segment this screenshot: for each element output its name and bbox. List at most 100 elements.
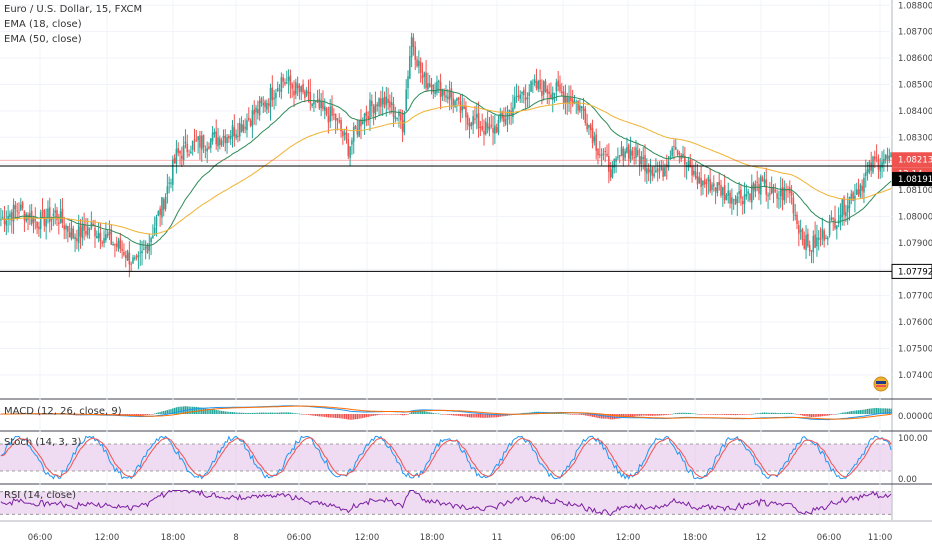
candle xyxy=(808,245,811,252)
candle xyxy=(702,180,704,186)
macd-histogram-bar xyxy=(863,409,865,414)
price-tick-label: 1.07900 xyxy=(898,239,932,249)
macd-histogram-bar xyxy=(322,414,324,417)
candle xyxy=(816,237,818,247)
macd-histogram-bar xyxy=(146,414,149,415)
macd-histogram-bar xyxy=(436,413,438,415)
macd-histogram-bar xyxy=(401,414,404,416)
candle xyxy=(732,199,735,201)
macd-histogram-bar xyxy=(334,414,337,418)
macd-histogram-bar xyxy=(363,414,366,418)
candle xyxy=(34,219,37,221)
candle xyxy=(95,236,98,239)
candle xyxy=(27,214,29,221)
macd-histogram-bar xyxy=(345,414,348,420)
candle xyxy=(266,102,268,110)
macd-histogram-bar xyxy=(635,414,637,416)
candle xyxy=(868,161,871,172)
candle xyxy=(452,98,455,106)
candle xyxy=(580,106,583,109)
candle xyxy=(354,125,357,130)
macd-histogram-bar xyxy=(148,414,150,415)
candle xyxy=(750,184,753,203)
candle xyxy=(573,101,576,104)
candle xyxy=(517,95,520,98)
macd-label: MACD (12, 26, close, 9) xyxy=(4,406,122,417)
candle xyxy=(785,190,787,192)
candle xyxy=(584,109,587,124)
candle xyxy=(588,124,590,128)
candle xyxy=(830,217,833,221)
ema18-legend: EMA (18, close) xyxy=(4,19,82,30)
candle xyxy=(445,95,447,98)
candle xyxy=(233,127,236,137)
candle xyxy=(65,225,67,230)
candle xyxy=(365,111,368,116)
macd-histogram-bar xyxy=(157,412,160,414)
candle xyxy=(720,184,722,196)
macd-histogram-bar xyxy=(315,414,317,416)
candle xyxy=(356,128,359,135)
macd-histogram-bar xyxy=(327,414,330,418)
candle xyxy=(219,138,221,146)
candle xyxy=(544,81,547,92)
time-tick-label: 11 xyxy=(492,533,503,543)
current-price-badge xyxy=(892,152,932,168)
macd-histogram-bar xyxy=(765,412,767,414)
candle xyxy=(475,114,478,118)
macd-histogram-bar xyxy=(615,414,617,419)
macd-histogram-bar xyxy=(336,414,339,419)
macd-histogram-bar xyxy=(280,412,283,414)
macd-histogram-bar xyxy=(767,412,769,414)
candle xyxy=(23,210,26,221)
macd-histogram-bar xyxy=(298,413,301,415)
candle xyxy=(519,94,521,99)
price-tick-label: 1.07500 xyxy=(898,344,932,354)
macd-histogram-bar xyxy=(410,412,413,414)
macd-histogram-bar xyxy=(866,408,869,414)
candle xyxy=(504,119,507,125)
candle xyxy=(832,217,834,219)
candle xyxy=(508,109,511,113)
macd-histogram-bar xyxy=(573,414,576,415)
macd-histogram-bar xyxy=(414,410,416,414)
candle xyxy=(647,167,650,172)
candle xyxy=(743,194,746,205)
candle xyxy=(316,100,319,103)
candle xyxy=(559,84,561,91)
macd-histogram-bar xyxy=(302,414,304,415)
candle xyxy=(181,155,183,159)
macd-histogram-bar xyxy=(430,412,433,414)
macd-histogram-bar xyxy=(134,414,136,417)
candle xyxy=(740,189,742,199)
macd-histogram-bar xyxy=(257,412,259,414)
current-price-badge-text: 1.08213 xyxy=(898,156,932,166)
candle xyxy=(794,214,797,216)
macd-histogram-bar xyxy=(163,411,165,414)
macd-histogram-bar xyxy=(689,413,691,414)
macd-histogram-bar xyxy=(266,412,268,414)
candle xyxy=(454,100,456,108)
candle xyxy=(204,149,207,151)
candle xyxy=(345,132,348,140)
candle xyxy=(541,91,543,96)
macd-histogram-bar xyxy=(881,408,883,414)
macd-histogram-bar xyxy=(447,414,449,415)
candle xyxy=(226,137,228,144)
candle xyxy=(671,147,673,156)
macd-histogram-bar xyxy=(407,414,409,415)
macd-histogram-bar xyxy=(206,408,208,414)
macd-histogram-bar xyxy=(593,414,596,418)
candle xyxy=(381,98,384,105)
candle xyxy=(278,89,281,91)
candle xyxy=(499,113,502,120)
macd-histogram-bar xyxy=(144,414,147,416)
candle xyxy=(85,230,87,235)
candle xyxy=(106,233,109,237)
candle xyxy=(624,151,626,158)
macd-histogram-bar xyxy=(599,414,601,419)
candle xyxy=(761,177,764,181)
candle xyxy=(360,119,362,127)
macd-histogram-bar xyxy=(714,414,717,415)
